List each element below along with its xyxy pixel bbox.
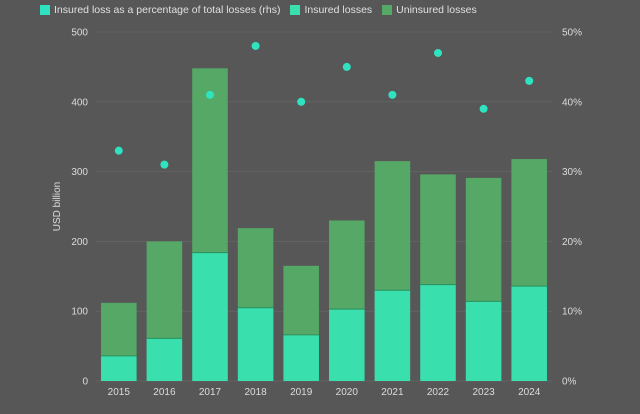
bar-uninsured-2017 — [192, 68, 228, 253]
pct-point-2015 — [114, 146, 123, 155]
y-tick-label-right: 20% — [562, 237, 582, 248]
y-axis-title: USD billion — [52, 182, 63, 231]
y-tick-label-left: 0 — [82, 377, 88, 388]
bar-insured-2023 — [465, 301, 502, 381]
legend-swatch — [290, 5, 301, 15]
bar-insured-2016 — [146, 338, 183, 381]
pct-point-2022 — [434, 48, 442, 57]
bar-uninsured-2020 — [329, 220, 365, 310]
y-tick-label-left: 100 — [71, 307, 88, 318]
legend-item: Insured losses — [290, 4, 372, 16]
bar-insured-2020 — [329, 309, 365, 381]
bar-insured-2021 — [374, 290, 411, 381]
bar-uninsured-2024 — [511, 159, 547, 287]
pct-point-2021 — [388, 90, 397, 99]
bar-uninsured-2023 — [465, 177, 502, 302]
y-tick-label-left: 500 — [71, 28, 88, 39]
y-tick-label-right: 50% — [562, 28, 582, 39]
bar-uninsured-2015 — [101, 302, 137, 356]
legend-item: Uninsured losses — [382, 4, 477, 16]
y-tick-label-right: 40% — [562, 97, 582, 108]
bar-insured-2015 — [101, 355, 137, 381]
pct-point-2018 — [251, 41, 260, 50]
y-tick-label-right: 0% — [562, 377, 577, 388]
legend-swatch — [382, 5, 393, 15]
pct-point-2019 — [297, 97, 306, 106]
legend-label: Uninsured losses — [396, 4, 477, 16]
x-tick-label: 2020 — [336, 387, 359, 398]
bar-uninsured-2021 — [374, 161, 411, 291]
bar-uninsured-2019 — [283, 265, 319, 335]
y-tick-label-left: 300 — [71, 167, 88, 178]
bar-insured-2018 — [237, 307, 274, 381]
bar-insured-2019 — [283, 334, 319, 381]
pct-point-2017 — [206, 90, 214, 99]
y-tick-label-right: 30% — [562, 167, 582, 178]
pct-point-2024 — [525, 76, 534, 85]
x-tick-label: 2022 — [427, 387, 450, 398]
y-tick-label-left: 200 — [71, 237, 88, 248]
pct-point-2020 — [342, 62, 351, 71]
pct-point-2023 — [479, 104, 488, 113]
x-tick-label: 2019 — [290, 387, 313, 398]
x-tick-label: 2015 — [108, 387, 131, 398]
x-tick-label: 2016 — [153, 387, 176, 398]
legend-label: Insured losses — [304, 4, 373, 16]
bar-uninsured-2018 — [237, 228, 274, 308]
x-tick-label: 2021 — [381, 387, 404, 398]
legend-label: Insured loss as a percentage of total lo… — [54, 4, 281, 16]
y-tick-label-left: 400 — [71, 97, 88, 108]
bar-insured-2022 — [420, 284, 456, 381]
x-tick-label: 2023 — [472, 387, 495, 398]
pct-point-2016 — [160, 160, 169, 169]
bar-uninsured-2016 — [146, 241, 183, 339]
y-tick-label-right: 10% — [562, 307, 582, 318]
legend-swatch — [40, 5, 50, 15]
x-tick-label: 2018 — [244, 387, 267, 398]
x-tick-label: 2024 — [518, 387, 541, 398]
bar-insured-2024 — [511, 286, 547, 381]
bar-uninsured-2022 — [420, 174, 456, 285]
x-tick-label: 2017 — [199, 387, 222, 398]
chart-legend: Insured loss as a percentage of total lo… — [40, 4, 477, 16]
legend-item: Insured loss as a percentage of total lo… — [40, 4, 280, 16]
bar-insured-2017 — [192, 252, 228, 381]
